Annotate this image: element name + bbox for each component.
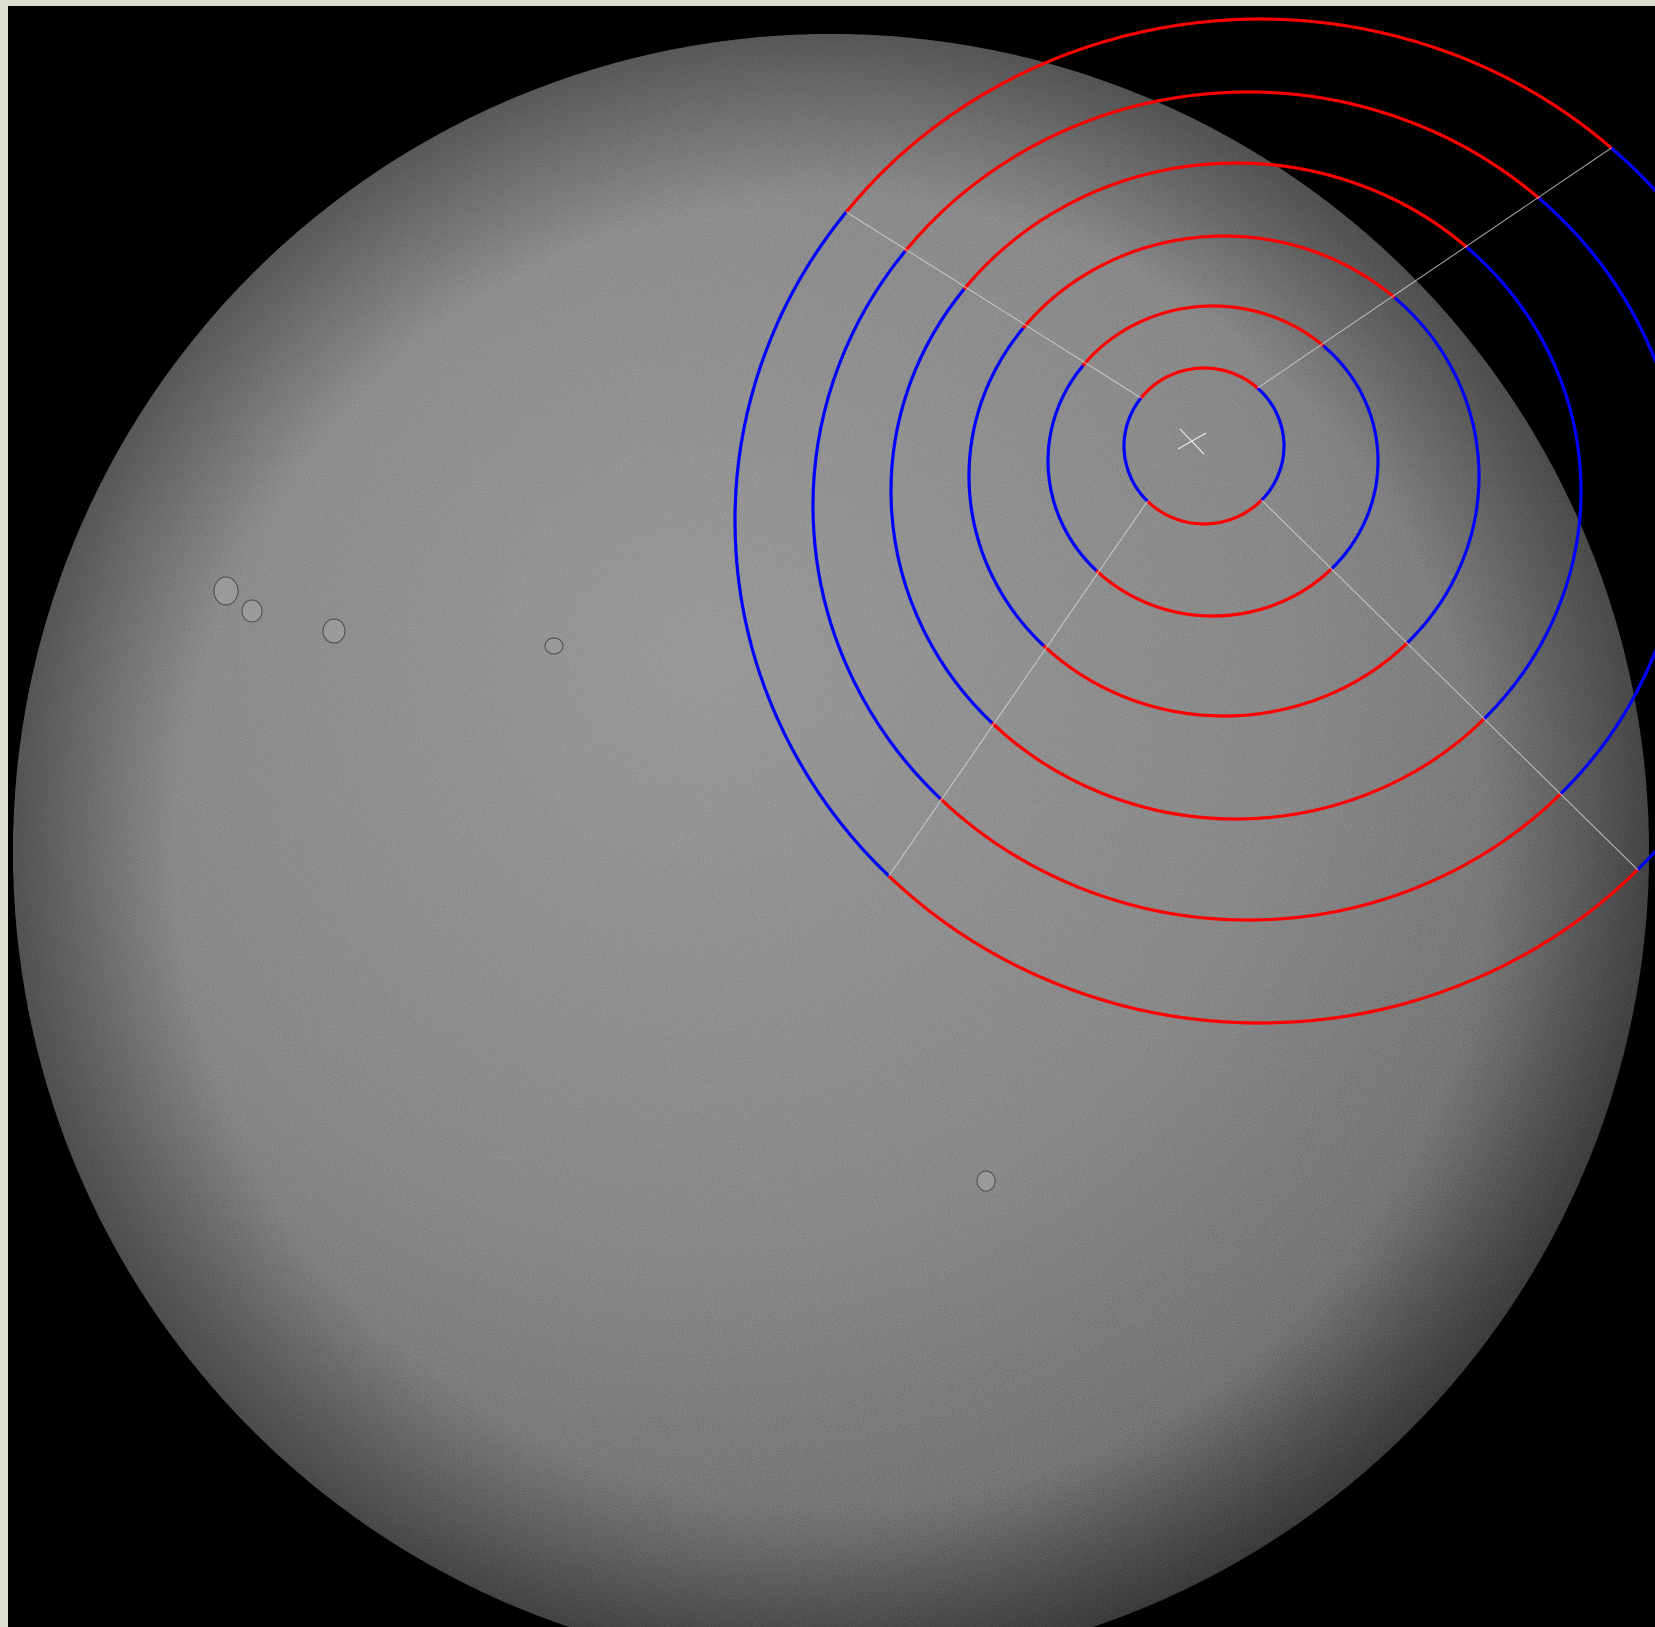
annulus-2-sector-3: [1046, 364, 1098, 572]
annulus-3-sector-3: [967, 327, 1045, 647]
annulus-5-sector-4: [903, 90, 1541, 253]
concentric-annuli: [733, 17, 1655, 1025]
annulus-6-sector-3: [733, 210, 890, 878]
sector-boundary-line-1: [1257, 147, 1612, 389]
solar-image-viewport[interactable]: [8, 6, 1655, 1627]
annulus-4-sector-3: [889, 288, 994, 725]
annulus-6-sector-4: [845, 17, 1613, 213]
annulus-5-sector-1: [1538, 197, 1655, 795]
annulus-4-sector-1: [1465, 246, 1583, 720]
annulus-3-sector-2: [1042, 641, 1409, 718]
annulus-4-sector-4: [962, 161, 1468, 291]
annulus-3-sector-4: [1021, 234, 1396, 330]
sector-boundary-line-4: [846, 211, 1142, 399]
annulus-1-sector-1: [1256, 386, 1286, 502]
center-crosshair-icon: [1177, 428, 1207, 455]
annulus-3-sector-1: [1393, 296, 1481, 644]
sector-boundary-lines: [846, 147, 1639, 877]
annulus-2-sector-2: [1095, 567, 1333, 618]
sector-boundary-line-3: [888, 500, 1148, 877]
annulus-5-sector-2: [939, 792, 1563, 922]
annulus-1-sector-4: [1139, 366, 1259, 399]
annulus-2-sector-4: [1081, 304, 1325, 367]
annulus-4-sector-2: [990, 717, 1486, 821]
annulus-1-sector-3: [1122, 396, 1149, 503]
solar-disk-figure: [13, 17, 1655, 1627]
limb-darkening: [13, 34, 1649, 1627]
sector-boundary-line-2: [1261, 499, 1639, 871]
annulus-1-sector-2: [1146, 499, 1263, 526]
annulus-5-sector-3: [811, 250, 942, 800]
annulus-6-sector-2: [887, 868, 1639, 1025]
annulus-2-sector-1: [1322, 344, 1380, 570]
active-region-features: [213, 576, 996, 1192]
